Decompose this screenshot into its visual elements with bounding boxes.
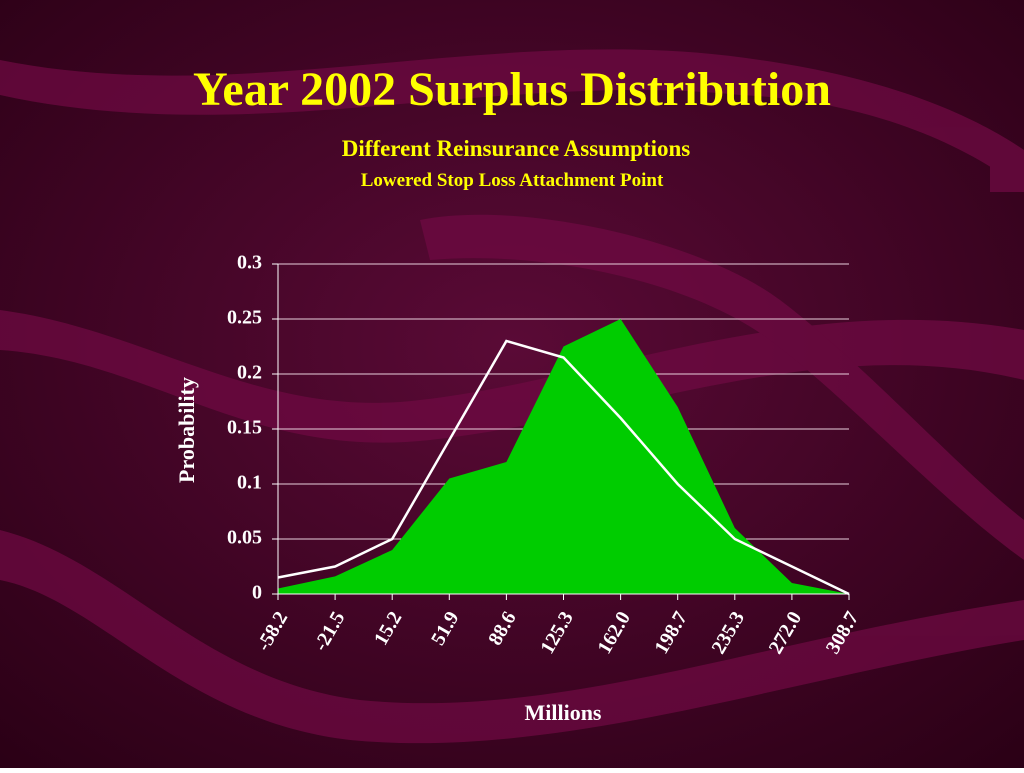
decoration <box>0 49 1024 744</box>
title: Year 2002 Surplus Distribution <box>193 63 831 116</box>
y-axis-label: Probability <box>174 377 199 483</box>
area <box>278 319 849 594</box>
y-tick-label: 0.3 <box>237 252 262 274</box>
y-tick-label: 0.15 <box>227 417 262 439</box>
y-tick-label: 0.05 <box>227 527 262 549</box>
y-tick-label: 0.2 <box>237 362 262 384</box>
line <box>277 339 850 596</box>
subtitle: Lowered Stop Loss Attachment Point <box>361 170 664 191</box>
y-tick-label: 0.1 <box>237 472 262 494</box>
y-tick-label: 0 <box>252 582 262 604</box>
x-axis-label: Millions <box>524 700 601 725</box>
subtitle: Different Reinsurance Assumptions <box>342 136 690 161</box>
y-tick-label: 0.25 <box>227 307 262 329</box>
